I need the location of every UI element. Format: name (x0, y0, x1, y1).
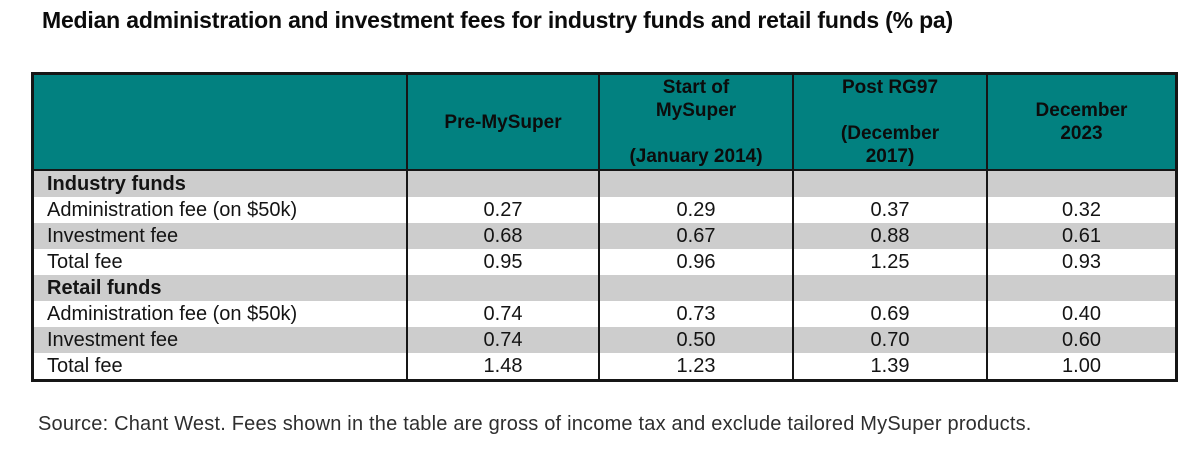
row-label: Administration fee (on $50k) (47, 198, 298, 221)
table-row-industry-funds: Industry funds (34, 171, 1175, 197)
fee-value: 0.27 (406, 197, 598, 223)
fee-value: 0.67 (598, 223, 792, 249)
fee-value: 0.96 (598, 249, 792, 275)
row-label: Total fee (47, 354, 123, 377)
fee-value (792, 171, 986, 197)
fee-value: 0.70 (792, 327, 986, 353)
fee-value: 0.69 (792, 301, 986, 327)
fees-table: Pre-MySuper Start of MySuper (January 20… (31, 72, 1178, 382)
table-header-row: Pre-MySuper Start of MySuper (January 20… (34, 75, 1175, 171)
row-label: Industry funds (47, 172, 186, 195)
row-label: Investment fee (47, 328, 179, 351)
fee-value: 1.48 (406, 353, 598, 379)
row-label: Investment fee (47, 224, 179, 247)
table-row-industry-total-fee: Total fee 0.95 0.96 1.25 0.93 (34, 249, 1175, 275)
fee-value (406, 171, 598, 197)
row-label: Administration fee (on $50k) (47, 302, 298, 325)
fee-value: 0.88 (792, 223, 986, 249)
fee-value: 0.61 (986, 223, 1175, 249)
fee-value: 0.60 (986, 327, 1175, 353)
table-row-retail-admin-fee: Administration fee (on $50k) 0.74 0.73 0… (34, 301, 1175, 327)
header-cell-post-rg97: Post RG97 (December 2017) (792, 75, 986, 169)
fee-value (406, 275, 598, 301)
header-cell-empty (34, 75, 406, 169)
fee-value (598, 275, 792, 301)
fee-value: 1.25 (792, 249, 986, 275)
fee-value: 0.68 (406, 223, 598, 249)
fee-value (986, 171, 1175, 197)
fee-value: 0.74 (406, 327, 598, 353)
header-cell-pre-mysuper: Pre-MySuper (406, 75, 598, 169)
row-label: Total fee (47, 250, 123, 273)
fee-value: 0.73 (598, 301, 792, 327)
table-row-retail-funds: Retail funds (34, 275, 1175, 301)
header-cell-december-2023: December 2023 (986, 75, 1175, 169)
source-note: Source: Chant West. Fees shown in the ta… (38, 413, 1032, 435)
fee-value (598, 171, 792, 197)
fee-value (792, 275, 986, 301)
fee-value: 1.39 (792, 353, 986, 379)
fee-value: 0.93 (986, 249, 1175, 275)
fee-value: 0.95 (406, 249, 598, 275)
fee-value: 0.40 (986, 301, 1175, 327)
fee-value: 0.37 (792, 197, 986, 223)
row-label: Retail funds (47, 276, 162, 299)
page-title: Median administration and investment fee… (42, 7, 953, 33)
fee-value (986, 275, 1175, 301)
table-row-retail-investment-fee: Investment fee 0.74 0.50 0.70 0.60 (34, 327, 1175, 353)
fee-value: 0.74 (406, 301, 598, 327)
table-row-retail-total-fee: Total fee 1.48 1.23 1.39 1.00 (34, 353, 1175, 379)
header-cell-start-of-mysuper: Start of MySuper (January 2014) (598, 75, 792, 169)
table-row-industry-investment-fee: Investment fee 0.68 0.67 0.88 0.61 (34, 223, 1175, 249)
table-row-industry-admin-fee: Administration fee (on $50k) 0.27 0.29 0… (34, 197, 1175, 223)
fee-value: 0.32 (986, 197, 1175, 223)
fee-value: 0.50 (598, 327, 792, 353)
fee-value: 0.29 (598, 197, 792, 223)
fee-value: 1.23 (598, 353, 792, 379)
fee-value: 1.00 (986, 353, 1175, 379)
